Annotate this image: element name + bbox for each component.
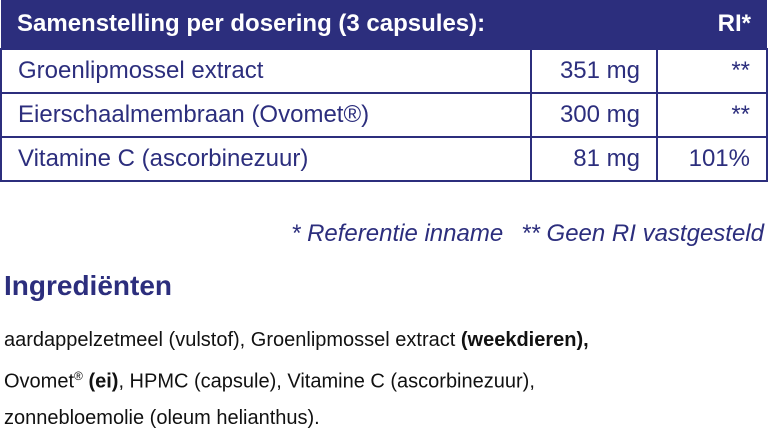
cell: **	[656, 48, 768, 94]
text: , HPMC (capsule), Vitamine C (ascorbinez…	[118, 370, 535, 393]
allergen: (weekdieren),	[460, 329, 589, 351]
cell: Eierschaalmembraan (Ovomet®)	[0, 92, 532, 138]
row: Vitamine C (ascorbinezuur) 81 mg 101%	[0, 136, 768, 182]
header-cell: RI*	[657, 0, 767, 49]
ingredients-text: aardappelzetmeel (vulstof), Groenlipmoss…	[4, 322, 589, 436]
ingredients-title: Ingrediënten	[4, 270, 173, 301]
footnote-text: ** Geen RI vastgesteld	[521, 220, 764, 247]
text: zonnebloemolie (oleum helianthus).	[4, 406, 320, 429]
cell: 81 mg	[530, 136, 658, 182]
line: aardappelzetmeel (vulstof), Groenlipmoss…	[4, 322, 589, 358]
cell: Vitamine C (ascorbinezuur)	[0, 136, 532, 182]
cell: **	[656, 92, 768, 138]
allergen: (ei)	[88, 370, 119, 393]
cell: 351 mg	[530, 48, 658, 94]
footnote-text: * Referentie inname	[291, 220, 504, 247]
text: Ovomet	[4, 370, 75, 393]
cell: Groenlipmossel extract	[0, 48, 532, 94]
composition-table: Samenstelling per dosering (3 capsules):…	[0, 0, 768, 182]
footnote: * Referentie inname ** Geen RI vastgestel…	[291, 220, 764, 248]
line: zonnebloemolie (oleum helianthus).	[4, 400, 589, 436]
header-row: Samenstelling per dosering (3 capsules):…	[1, 0, 767, 49]
row: Eierschaalmembraan (Ovomet®) 300 mg **	[0, 92, 768, 138]
cell: 300 mg	[530, 92, 658, 138]
text: aardappelzetmeel (vulstof), Groenlipmoss…	[4, 329, 456, 351]
trademark: ®	[74, 369, 83, 383]
line: Ovomet® (ei), HPMC (capsule), Vitamine C…	[4, 358, 589, 400]
cell: 101%	[656, 136, 768, 182]
row: Groenlipmossel extract 351 mg **	[0, 48, 768, 94]
header-cell: Samenstelling per dosering (3 capsules):	[1, 0, 657, 49]
